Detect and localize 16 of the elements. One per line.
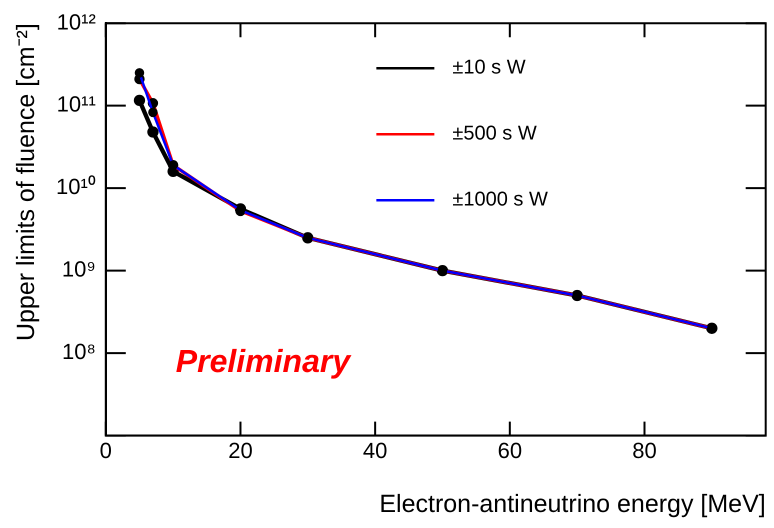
legend-label: ±10 s W [452,56,526,79]
y-tick-label: 10¹¹ [56,92,96,117]
y-tick-label: 10¹⁰ [56,174,96,200]
annotation: Preliminary [176,343,352,380]
y-tick-label: 10⁹ [62,256,96,282]
y-axis-title: Upper limits of fluence [cm⁻²] [12,23,40,342]
y-tick-label: 10⁸ [62,339,96,364]
legend-label: ±1000 s W [452,188,548,211]
x-tick-label: 40 [362,438,388,463]
x-tick-label: 20 [228,438,253,463]
legend-label: ±500 s W [452,122,537,145]
x-tick-label: 0 [100,438,112,463]
x-axis-title: Electron-antineutrino energy [MeV] [379,490,766,518]
y-tick-label: 10¹² [56,9,96,34]
x-tick-label: 60 [498,438,522,463]
x-tick-label: 80 [632,438,657,463]
